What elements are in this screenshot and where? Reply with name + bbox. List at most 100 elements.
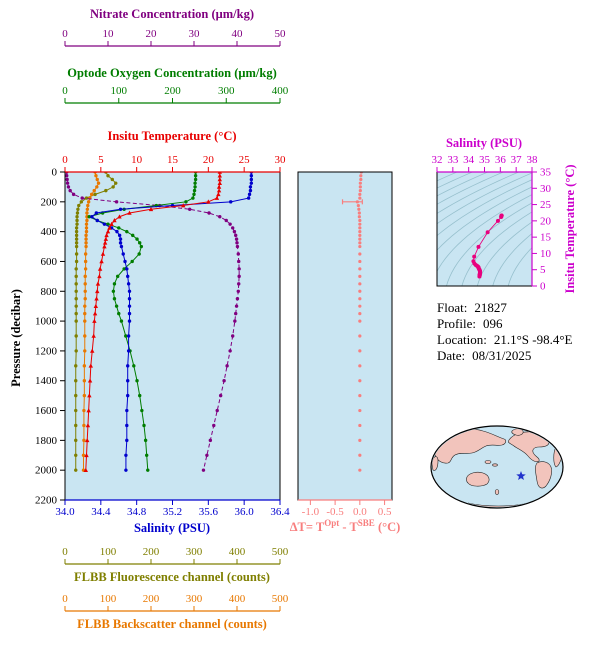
nitrate-marker [201,468,206,472]
fluorescence-marker [74,259,79,264]
temperature-marker [92,311,98,316]
backscatter-marker [94,174,98,178]
salinity-marker [127,311,132,316]
delta-t-title-part: (°C) [375,520,400,534]
ts-temperature-axis-title: Insitu Temperature (°C) [563,164,577,293]
backscatter-marker [86,203,90,208]
ts-temperature-tick-label: 10 [540,248,552,260]
pressure-tick-label: 0 [52,167,58,179]
temperature-marker [217,177,222,182]
info-row-date: Date: 08/31/2025 [437,348,572,364]
backscatter-tick-label: 300 [186,593,203,605]
delta-t-tick-label: 0.5 [378,506,392,518]
delta-t-tick-label: -0.5 [326,506,344,518]
nitrate-marker [205,453,209,457]
oxygen-marker [111,289,116,293]
nitrate-tick-label: 10 [103,28,115,40]
pressure-tick-label: 600 [41,256,58,268]
nitrate-marker [235,297,240,301]
delta-t-tick-label: -1.0 [302,506,320,518]
density-contour [437,172,504,205]
nitrate-marker [65,177,69,182]
oxygen-marker [106,222,110,226]
temperature-marker [85,437,90,443]
nitrate-marker [228,349,232,353]
nitrate-marker [65,174,69,178]
float-info: Float: 21827 Profile: 096 Location: 21.1°S … [437,300,572,364]
backscatter-marker [83,304,87,308]
delta-point [358,453,362,457]
backscatter-marker [84,237,88,241]
salinity-marker [121,252,125,256]
info-row-float: Float: 21827 [437,300,572,316]
ts-temperature-tick-label: 30 [540,183,552,195]
oxygen-tick-label: 0 [62,85,68,97]
fluorescence-marker [114,181,118,185]
backscatter-tick-label: 100 [100,593,117,605]
temperature-marker [181,203,186,208]
fluorescence-marker [74,229,79,234]
backscatter-marker [96,181,101,185]
oxygen-tick-label: 300 [218,85,235,97]
delta-point [358,233,362,237]
salinity-marker [124,468,128,472]
delta-point [358,394,362,398]
delta-point [358,468,362,472]
info-label: Profile: [437,316,476,331]
delta-point [358,196,362,200]
ts-temperature-tick-label: 5 [540,264,546,276]
delta-point [358,259,362,264]
salinity-marker [119,244,124,249]
oxygen-marker [135,379,139,383]
temperature-tick-label: 30 [275,154,287,166]
oxygen-marker [139,244,144,249]
salinity-marker [126,334,131,338]
temperature-marker [88,363,93,368]
nitrate-tick-label: 20 [146,28,158,40]
fluorescence-marker [74,304,78,308]
backscatter-marker [92,188,96,193]
oxygen-marker [125,229,129,234]
fluorescence-marker [74,282,78,286]
fluorescence-marker [74,237,79,241]
backscatter-marker [83,289,87,293]
nitrate-marker [235,241,239,245]
info-label: Float: [437,300,468,315]
salinity-marker [248,185,253,189]
fluorescence-marker [74,274,78,279]
salinity-marker [90,215,94,219]
salinity-axis-title: Salinity (PSU) [134,521,210,535]
oxygen-marker [143,438,148,443]
fluorescence-tick-label: 0 [62,546,68,558]
nitrate-tick-label: 50 [275,28,287,40]
delta-point [358,312,362,316]
map-continent-south-america [535,461,552,489]
main-plot-bg [65,172,280,500]
ts-temperature-tick-label: 20 [540,215,552,227]
fluorescence-marker [79,200,84,204]
nitrate-marker [228,222,232,226]
delta-point [358,304,362,308]
nitrate-marker [225,364,229,368]
map-island-new-zealand [494,489,500,495]
temperature-marker [148,206,154,212]
backscatter-marker [84,233,88,238]
salinity-marker [117,233,122,238]
delta-t-title-sup: SBE [358,518,375,528]
oxygen-marker [145,453,149,457]
axis-titles: Nitrate Concentration (μm/kg) Optode Oxy… [9,7,577,631]
fluorescence-marker [74,289,78,293]
salinity-marker [249,177,254,182]
temperature-marker [216,191,221,197]
salinity-marker [126,274,130,279]
pressure-tick-label: 1600 [35,405,58,417]
salinity-tick-label: 34.8 [127,506,147,518]
salinity-marker [115,229,119,234]
delta-point [357,211,361,215]
nitrate-marker [188,207,192,211]
temperature-marker [105,229,111,234]
nitrate-marker [71,192,76,197]
ts-point [472,254,477,259]
